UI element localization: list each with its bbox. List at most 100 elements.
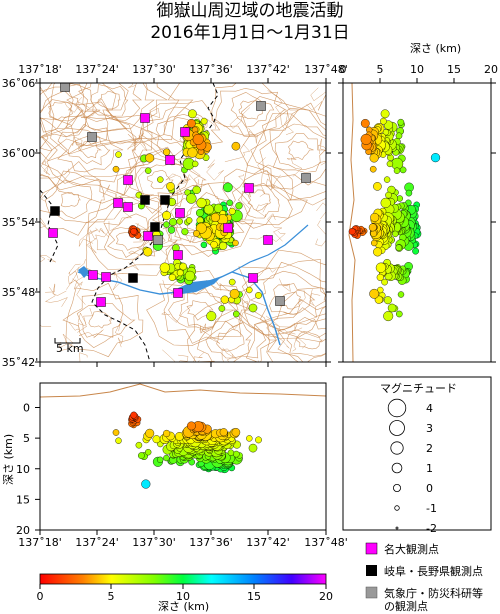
- epicenter: [145, 153, 155, 163]
- epicenters: [112, 109, 262, 322]
- station-marker: [143, 231, 153, 241]
- river: [231, 224, 309, 273]
- station-marker: [153, 235, 163, 245]
- station-marker: [128, 273, 138, 283]
- topography-profile: [348, 83, 356, 362]
- epicenter: [163, 221, 170, 228]
- magnitude-legend-label: 0: [426, 482, 433, 495]
- hypocenter: [405, 189, 413, 197]
- hypocenter: [371, 239, 378, 247]
- map-ticks: 137˚18' 137˚24' 137˚30' 137˚36' 137˚42' 137˚4…: [2, 63, 348, 369]
- epicenter: [195, 208, 204, 217]
- map-lat-tick: 35˚42': [2, 356, 39, 369]
- station-marker: [50, 206, 60, 216]
- right-depth-tick: 5: [377, 63, 384, 76]
- epicenter: [219, 241, 228, 251]
- hypocenter: [232, 450, 240, 458]
- hypocenter: [376, 273, 384, 282]
- magnitude-legend-circle: [391, 462, 403, 474]
- station-marker: [160, 195, 170, 205]
- section-hypocenters: [348, 109, 441, 322]
- station-marker: [175, 208, 185, 218]
- map-lat-tick: 35˚48': [2, 286, 39, 299]
- colorbar-tick: 15: [247, 590, 261, 603]
- hypocenter: [255, 436, 262, 444]
- epicenter: [192, 185, 201, 195]
- station-label-prefecture: 岐阜・長野県観測点: [384, 564, 483, 578]
- epicenter: [169, 218, 177, 226]
- station-marker: [263, 235, 273, 245]
- bottom-lon-tick: 137˚42': [246, 536, 290, 549]
- hypocenter: [412, 247, 419, 255]
- magnitude-legend-circle: [390, 441, 404, 455]
- epicenter: [112, 165, 120, 173]
- right-depth-tick: 0: [340, 63, 347, 76]
- hypocenter: [115, 437, 122, 444]
- colorbar-label: 深さ (km): [158, 600, 209, 613]
- hypocenter: [380, 109, 390, 119]
- hypocenter: [227, 449, 235, 456]
- station-marker: [150, 222, 160, 232]
- latitude-depth-section: 深さ (km) 0 5 10 15 20: [338, 42, 498, 363]
- bottom-depth-axis-label: 深さ (km): [2, 434, 15, 485]
- topography-profile: [40, 383, 326, 398]
- hypocenter: [370, 212, 380, 222]
- colorbar-tick: 10: [176, 590, 190, 603]
- station-legend: 名大観測点 岐阜・長野県観測点 気象庁・防災科研等 の観測点: [365, 542, 483, 613]
- epicenter: [196, 197, 207, 209]
- colorbar-tick: 20: [319, 590, 333, 603]
- hypocenter: [348, 227, 356, 235]
- station-marker: [60, 83, 70, 92]
- hypocenter: [163, 429, 171, 438]
- station-marker: [275, 296, 285, 306]
- map-lat-tick: 35˚54': [2, 216, 39, 229]
- station-label-nagoya-univ: 名大観測点: [384, 542, 439, 556]
- right-depth-axis-label: 深さ (km): [410, 42, 461, 55]
- epicenter: [235, 202, 243, 210]
- bottom-lon-tick: 137˚36': [189, 536, 233, 549]
- station-swatch-prefecture: [366, 565, 377, 576]
- bottom-depth-tick: 10: [16, 463, 30, 476]
- hypocenter: [377, 286, 384, 294]
- hypocenter: [219, 428, 228, 437]
- epicenter: [181, 228, 189, 236]
- bottom-depth-tick: 15: [16, 493, 30, 506]
- epicenter: [228, 207, 236, 215]
- hypocenter: [186, 421, 196, 431]
- map-title: 御嶽山周辺域の地震活動: [156, 1, 344, 21]
- station-marker: [244, 183, 254, 193]
- station-marker: [223, 223, 233, 233]
- station-marker: [173, 288, 183, 298]
- magnitude-legend-label: 1: [426, 462, 433, 475]
- epicenter: [130, 227, 138, 235]
- map-lat-tick: 36˚00': [2, 147, 39, 160]
- epicenter: [184, 270, 196, 282]
- lake: [178, 276, 222, 294]
- epicenter: [166, 182, 175, 191]
- map-lon-tick: 137˚36': [189, 63, 233, 76]
- station-marker: [301, 173, 311, 183]
- hypocenter: [360, 119, 370, 128]
- hypocenter: [152, 435, 161, 444]
- epicenter: [187, 109, 197, 119]
- right-panel-ticks: 0 5 10 15 20: [338, 63, 498, 363]
- epicenter: [159, 262, 170, 273]
- hypocenter: [137, 452, 145, 459]
- magnitude-legend-circle: [387, 398, 407, 418]
- epicenter: [195, 222, 207, 234]
- epicenter: [167, 226, 176, 234]
- magnitude-legend-label: -1: [426, 502, 437, 515]
- epicenter: [248, 303, 258, 313]
- epicenter: [185, 217, 193, 224]
- station-swatch-nagoya-univ: [365, 542, 378, 555]
- epicenter: [200, 241, 208, 249]
- station-marker: [248, 273, 258, 283]
- right-depth-tick: 20: [484, 63, 498, 76]
- station-marker: [123, 175, 133, 185]
- epicenter: [220, 295, 229, 304]
- hypocenter: [380, 197, 391, 209]
- colorbar-tick: 5: [108, 590, 115, 603]
- bottom-depth-tick: 5: [23, 432, 30, 445]
- hypocenter: [231, 427, 241, 437]
